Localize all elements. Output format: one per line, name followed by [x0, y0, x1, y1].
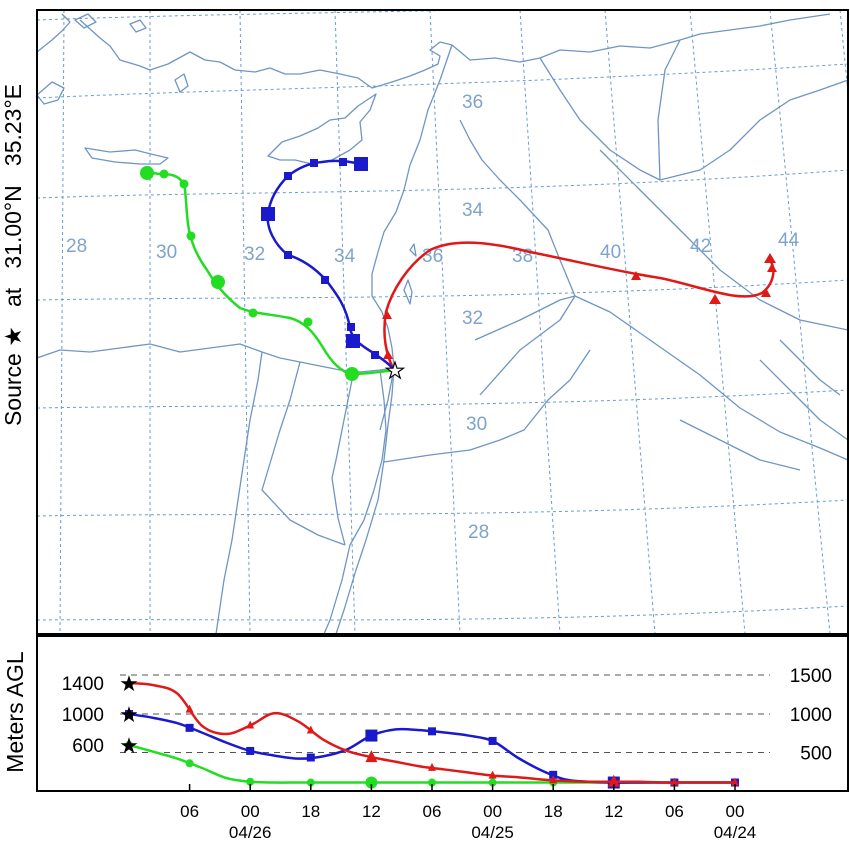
chart-x-tick-label: 06 [180, 802, 199, 821]
longitude-gridline [429, 10, 461, 634]
lat-label-32: 32 [462, 308, 483, 329]
lon-label-28: 28 [66, 236, 87, 257]
chart-left-tick-label: 1000 [62, 705, 104, 726]
lat-label-36: 36 [462, 92, 483, 113]
longitude-gridline [239, 10, 251, 634]
height-series-marker [125, 741, 133, 749]
height-series-marker [185, 723, 194, 732]
height-series-marker [488, 778, 497, 787]
chart-x-tick-label: 12 [604, 802, 623, 821]
longitude-gridline [604, 10, 656, 634]
height-series-marker [365, 776, 378, 789]
height-series-marker [365, 750, 378, 763]
longitude-gridline [59, 10, 65, 634]
source-star-symbol: ★ [0, 326, 26, 347]
height-series-marker [428, 727, 436, 736]
height-series-marker [488, 770, 497, 779]
height-series-marker [246, 720, 255, 729]
chart-right-tick-label: 500 [800, 744, 832, 765]
longitude-gridline [689, 10, 746, 634]
trajectory-green [140, 166, 395, 381]
longitude-gridline [334, 10, 356, 634]
latitude-gridline [37, 63, 848, 99]
latitude-gridline [37, 605, 848, 621]
chart-y-tick-labels: 1500 1000 500 1400 1000 600 [62, 666, 832, 765]
start-star-icon: ★ [119, 733, 139, 758]
height-series-marker [488, 736, 497, 745]
chart-date-label: 04/25 [471, 823, 514, 842]
height-series-marker [549, 770, 558, 779]
height-series-marker [731, 777, 739, 786]
chart-left-tick-label: 600 [72, 736, 104, 757]
chart-ylabel: Meters AGL [2, 651, 28, 773]
chart-reference-lines [120, 674, 770, 753]
height-series-marker [306, 725, 315, 734]
chart-x-tick-label: 00 [483, 802, 502, 821]
trajectory-red [382, 241, 777, 371]
chart-x-tick-label: 00 [726, 802, 745, 821]
map-longitude-labels: 28 30 32 34 36 38 40 42 44 [66, 230, 800, 267]
chart-right-tick-label: 1000 [790, 705, 832, 726]
map-coastlines [37, 13, 848, 634]
start-star-icon: ★ [119, 702, 139, 727]
lon-label-42: 42 [690, 236, 711, 257]
height-series-marker [125, 710, 133, 718]
height-series-marker [306, 778, 315, 787]
lon-label-32: 32 [244, 244, 265, 265]
height-series-marker [428, 778, 436, 787]
longitude-gridline [769, 10, 831, 634]
chart-date-label: 04/24 [714, 823, 757, 842]
chart-series-group: ★ ★ ★ [119, 671, 739, 789]
latitude-gridline [37, 169, 848, 199]
chart-x-tick-label: 06 [423, 802, 442, 821]
map-panel: 36 34 32 30 28 28 30 32 34 36 38 40 42 4… [36, 9, 849, 635]
chart-left-tick-label: 1400 [62, 674, 104, 695]
source-star-icon: ★ [385, 358, 405, 383]
height-series-marker [607, 774, 620, 787]
start-star-icon: ★ [119, 671, 139, 696]
height-series-marker [670, 777, 679, 786]
height-series-marker [185, 759, 194, 768]
chart-x-tick-label: 06 [665, 802, 684, 821]
chart-x-tick-label: 18 [544, 802, 563, 821]
lat-label-28: 28 [468, 522, 489, 543]
map-latitude-labels: 36 34 32 30 28 [462, 92, 489, 543]
chart-x-tick-label: 18 [301, 802, 320, 821]
lat-label-30: 30 [466, 414, 487, 435]
source-longitude: 35.23°E [0, 83, 26, 167]
longitude-gridline [519, 10, 561, 634]
chart-x-tick-label: 00 [241, 802, 260, 821]
map-graticule [37, 10, 848, 634]
chart-x-tick-label: 12 [362, 802, 381, 821]
height-series-marker [125, 678, 133, 686]
lat-label-34: 34 [462, 200, 484, 221]
source-text: Source [0, 353, 26, 427]
height-series-marker [246, 777, 255, 786]
chart-right-tick-label: 1500 [790, 666, 832, 687]
lon-label-30: 30 [156, 242, 177, 263]
trajectory-blue [261, 157, 395, 371]
height-series-marker [306, 753, 315, 762]
lon-label-40: 40 [600, 242, 621, 263]
chart-x-axis: 06 00 18 12 06 00 18 12 06 00 04/26 04/25 04/24 [180, 784, 756, 842]
lon-label-44: 44 [778, 230, 800, 251]
height-series-marker [185, 704, 194, 713]
latitude-gridline [37, 499, 848, 517]
height-series-marker [365, 729, 378, 742]
lon-label-34: 34 [334, 246, 356, 267]
chart-date-label: 04/26 [229, 823, 272, 842]
at-text: at [0, 287, 26, 307]
height-series-marker [246, 746, 255, 755]
height-series-marker [549, 775, 558, 784]
source-latitude: 31.00°N [0, 185, 26, 269]
latitude-gridline [37, 10, 495, 21]
height-chart-panel: ★ ★ ★ 1500 1000 500 1400 1000 600 06 00 18 12 06 00 1… [36, 635, 849, 842]
height-series-marker [428, 762, 436, 771]
latitude-gridline [37, 389, 848, 409]
